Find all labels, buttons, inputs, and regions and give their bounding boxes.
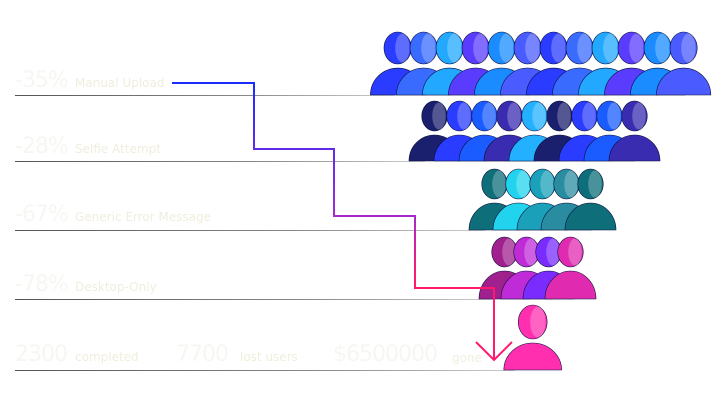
head-highlight (524, 238, 538, 266)
row-divider (15, 161, 425, 162)
step-label: Manual Upload (75, 76, 165, 90)
head-highlight (540, 170, 554, 198)
head-highlight (516, 170, 530, 198)
head-highlight (546, 238, 560, 266)
head-highlight (530, 306, 546, 338)
head-highlight (502, 238, 516, 266)
person-icon (608, 100, 661, 162)
people-group (370, 31, 712, 371)
person-head (669, 31, 698, 65)
person-body (656, 67, 712, 96)
row-divider (15, 299, 495, 300)
step-label: Selfie Attempt (75, 142, 161, 156)
head-highlight (582, 102, 596, 130)
head-highlight (632, 102, 646, 130)
money-label: gone (452, 351, 482, 365)
person-body (544, 270, 597, 300)
person-icon (564, 168, 617, 231)
head-highlight (395, 33, 410, 63)
drop-percent: -78% (15, 272, 69, 297)
money-value: $6500000 (333, 342, 438, 367)
head-highlight (551, 33, 566, 63)
person-body (608, 134, 661, 162)
head-highlight (473, 33, 488, 63)
head-highlight (603, 33, 618, 63)
head-highlight (507, 102, 521, 130)
person-icon (503, 304, 562, 371)
arrow-head-icon (475, 341, 513, 362)
person-head (557, 236, 584, 268)
row-divider (15, 95, 395, 96)
head-highlight (629, 33, 644, 63)
person-body (564, 202, 617, 231)
head-highlight (655, 33, 670, 63)
person-icon (656, 31, 712, 96)
lost-value: 7700 (176, 342, 229, 367)
head-highlight (532, 102, 546, 130)
head-highlight (432, 102, 446, 130)
lost-label: lost users (240, 350, 298, 364)
completed-label: completed (75, 350, 139, 364)
step-label: Generic Error Message (75, 210, 212, 224)
row-divider (15, 370, 515, 371)
person-head (577, 168, 604, 200)
head-highlight (568, 238, 582, 266)
person-icon (544, 236, 597, 300)
flow-path (172, 82, 495, 360)
head-highlight (447, 33, 462, 63)
completed-value: 2300 (15, 342, 68, 367)
head-highlight (525, 33, 540, 63)
person-head (517, 304, 548, 340)
head-highlight (492, 170, 506, 198)
step-label: Desktop-Only (75, 280, 157, 294)
head-highlight (557, 102, 571, 130)
person-body (503, 342, 562, 371)
drop-percent: -28% (15, 134, 69, 159)
head-highlight (681, 33, 696, 63)
head-highlight (499, 33, 514, 63)
head-highlight (607, 102, 621, 130)
drop-percent: -67% (15, 202, 69, 227)
drop-percent: -35% (15, 68, 69, 93)
head-highlight (577, 33, 592, 63)
head-highlight (482, 102, 496, 130)
head-highlight (421, 33, 436, 63)
person-icon (370, 31, 426, 96)
head-highlight (457, 102, 471, 130)
person-head (621, 100, 648, 132)
row-divider (15, 230, 485, 231)
head-highlight (564, 170, 578, 198)
head-highlight (588, 170, 602, 198)
